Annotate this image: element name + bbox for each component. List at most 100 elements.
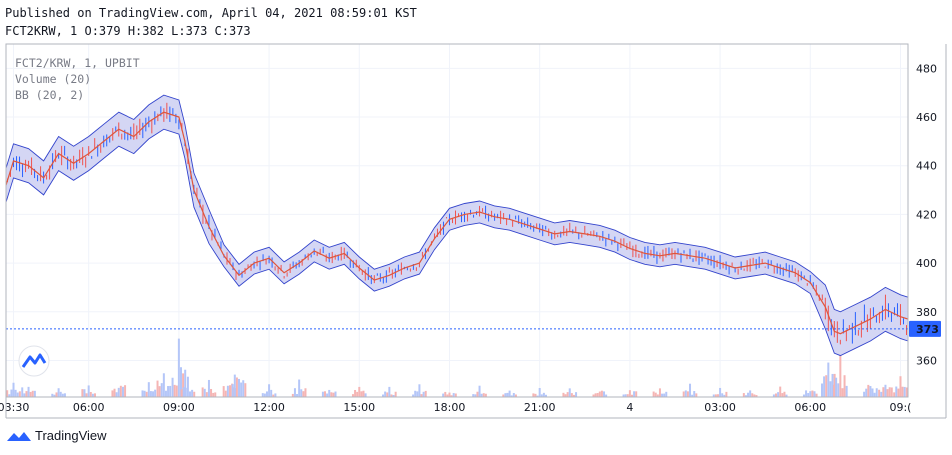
legend-symbol: FCT2/KRW, 1, UPBIT: [15, 56, 140, 70]
volume-bar: [238, 378, 241, 397]
volume-bar: [807, 393, 810, 397]
volume-bar: [414, 390, 417, 397]
time-axis: 03:30 06:00 09:00 12:00 15:00 18:00 21:00 4 03:0…: [0, 401, 911, 414]
volume-bar: [626, 394, 629, 397]
x-tick-label: 09:(: [889, 401, 911, 414]
volume-bar: [813, 391, 816, 397]
volume-bar: [81, 389, 84, 397]
volume-bar: [61, 393, 64, 397]
volume-bar: [231, 384, 234, 397]
legend-bb: BB (20, 2): [15, 88, 84, 102]
volume-bar: [416, 391, 419, 397]
volume-bar: [164, 390, 167, 397]
volume-bar: [633, 391, 636, 397]
volume-bar: [725, 391, 728, 397]
volume-bar: [152, 391, 155, 397]
volume-bar: [823, 376, 826, 397]
volume-bar: [751, 393, 754, 397]
volume-bar: [14, 389, 17, 397]
volume-bar: [12, 382, 15, 397]
volume-bar: [149, 391, 152, 397]
volume-bar: [749, 390, 752, 397]
bb-basis-line: [5, 111, 909, 335]
volume-bar: [863, 391, 866, 397]
volume-bar: [502, 394, 505, 397]
volume-bar: [652, 391, 655, 397]
volume-bar: [450, 395, 453, 397]
volume-bar: [805, 390, 808, 397]
volume-bar: [16, 392, 19, 397]
volume-bar: [474, 394, 477, 397]
volume-bar: [228, 385, 231, 397]
volume-bar: [544, 394, 547, 397]
brand-name: TradingView: [35, 428, 107, 443]
volume-bar: [156, 380, 159, 397]
volume-bar: [334, 391, 337, 397]
volume-bar: [723, 394, 726, 397]
volume-bar: [878, 389, 881, 397]
volume-bar: [53, 394, 56, 397]
volume-bar: [182, 387, 185, 397]
volume-bar: [162, 373, 165, 397]
volume-bar: [570, 393, 573, 397]
volume-bar: [351, 394, 354, 397]
volume-bar: [89, 392, 92, 397]
volume-bar: [169, 385, 172, 397]
volume-bar: [665, 391, 668, 397]
volume-bar: [304, 388, 307, 397]
volume-bar: [827, 362, 830, 397]
volume-bar: [893, 392, 896, 397]
y-tick-label: 440: [916, 160, 937, 173]
ohlc-info: FCT2KRW, 1 O:379 H:382 L:373 C:373: [5, 24, 251, 38]
volume-bar: [412, 394, 415, 397]
volume-bar: [364, 393, 367, 397]
volume-bar: [841, 388, 844, 397]
volume-bar: [93, 393, 96, 397]
volume-bar: [362, 390, 365, 397]
volume-bar: [845, 385, 848, 397]
volume-bar: [682, 391, 685, 397]
volume-bar: [712, 394, 715, 397]
volume-bar: [386, 392, 389, 397]
volume-bar: [388, 386, 391, 397]
volume-bar: [272, 394, 275, 397]
volume-bar: [141, 390, 144, 397]
volume-bar: [829, 381, 832, 397]
volume-bar: [540, 394, 543, 397]
x-tick-label: 18:00: [434, 401, 466, 414]
volume-bar: [171, 377, 174, 397]
volume-bar: [207, 379, 210, 397]
volume-bar: [510, 395, 513, 397]
volume-bar: [31, 390, 34, 397]
volume-bar: [145, 391, 148, 397]
volume-bar: [480, 393, 483, 397]
volume-bar: [29, 391, 32, 397]
volume-bar: [783, 391, 786, 397]
x-tick-label: 06:00: [794, 401, 826, 414]
volume-bar: [147, 382, 150, 397]
volume-bar: [779, 386, 782, 397]
volume-bar: [300, 389, 303, 397]
volume-bar: [716, 394, 719, 397]
volume-bar: [512, 393, 515, 397]
volume-bar: [444, 391, 447, 397]
x-tick-label: 03:00: [704, 401, 736, 414]
volume-bar: [875, 388, 878, 397]
volume-bar: [263, 393, 266, 397]
volume-bar: [888, 387, 891, 397]
volume-bar: [658, 388, 661, 397]
volume-bar: [839, 354, 842, 397]
volume-bar: [742, 393, 745, 397]
chart-grid: [6, 44, 908, 397]
volume-bar: [160, 383, 163, 397]
volume-bar: [121, 386, 124, 397]
volume-bar: [354, 389, 357, 397]
volume-bar: [184, 387, 187, 397]
volume-bar: [867, 384, 870, 397]
volume-bar: [265, 391, 268, 397]
volume-bar: [536, 395, 539, 397]
tradingview-brand[interactable]: TradingView: [6, 428, 107, 443]
volume-bar: [244, 383, 247, 397]
volume-bar: [328, 389, 331, 397]
